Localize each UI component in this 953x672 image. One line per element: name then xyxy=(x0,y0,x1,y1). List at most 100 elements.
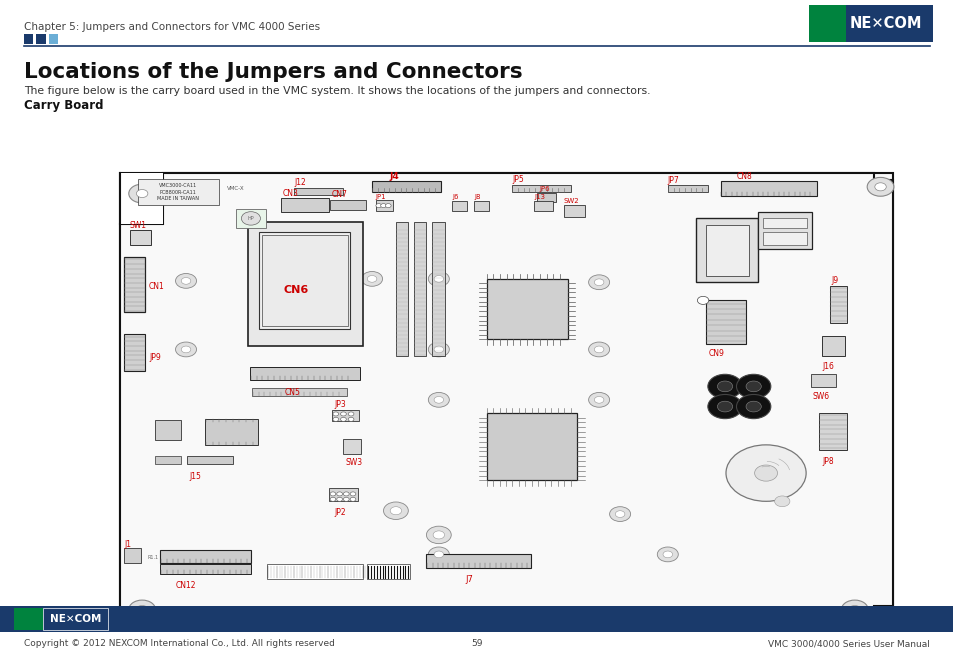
Circle shape xyxy=(336,492,342,496)
Bar xyxy=(187,456,233,464)
Bar xyxy=(810,374,835,387)
Text: 59: 59 xyxy=(471,639,482,648)
Circle shape xyxy=(736,374,770,398)
Text: Carry Board: Carry Board xyxy=(24,99,103,112)
Bar xyxy=(267,564,362,579)
Bar xyxy=(330,200,366,210)
Text: The figure below is the carry board used in the VMC system. It shows the locatio: The figure below is the carry board used… xyxy=(24,87,650,96)
Circle shape xyxy=(181,346,191,353)
Text: CN5: CN5 xyxy=(285,388,300,396)
Circle shape xyxy=(774,496,789,507)
Bar xyxy=(762,232,806,245)
Bar xyxy=(43,608,108,630)
Text: SW6: SW6 xyxy=(812,392,829,401)
Circle shape xyxy=(375,204,381,208)
Circle shape xyxy=(717,401,732,412)
Circle shape xyxy=(241,212,260,225)
Circle shape xyxy=(588,392,609,407)
Bar xyxy=(14,608,43,630)
Text: VMC3000-CA11
PCB800R-CA11
MADE IN TAIWAN: VMC3000-CA11 PCB800R-CA11 MADE IN TAIWAN xyxy=(157,183,199,201)
Circle shape xyxy=(348,417,354,421)
Text: NE✕COM: NE✕COM xyxy=(849,16,922,31)
Text: R1.1: R1.1 xyxy=(148,555,159,560)
Circle shape xyxy=(662,551,672,558)
Bar xyxy=(821,336,844,356)
Text: SW3: SW3 xyxy=(345,458,362,467)
Circle shape xyxy=(428,547,449,562)
Bar xyxy=(124,548,141,563)
Text: J6: J6 xyxy=(452,194,458,200)
Circle shape xyxy=(841,600,867,619)
Bar xyxy=(294,188,343,195)
Circle shape xyxy=(434,276,443,282)
Bar xyxy=(24,34,33,44)
Text: J1: J1 xyxy=(124,540,131,549)
Bar xyxy=(160,550,251,563)
Bar xyxy=(138,179,219,205)
Text: CN3: CN3 xyxy=(282,189,298,198)
Circle shape xyxy=(697,296,708,304)
Text: JP5: JP5 xyxy=(512,175,523,184)
Circle shape xyxy=(385,204,391,208)
Bar xyxy=(537,193,556,202)
Bar xyxy=(130,230,151,245)
Text: Copyright © 2012 NEXCOM International Co., Ltd. All rights reserved: Copyright © 2012 NEXCOM International Co… xyxy=(24,639,335,648)
Circle shape xyxy=(588,342,609,357)
Circle shape xyxy=(874,183,885,191)
Bar xyxy=(49,34,58,44)
Bar xyxy=(281,198,329,212)
Bar xyxy=(534,201,553,211)
Bar xyxy=(124,257,145,312)
Circle shape xyxy=(594,346,603,353)
Bar xyxy=(329,488,357,501)
Circle shape xyxy=(333,412,338,416)
Bar xyxy=(235,209,266,228)
Bar xyxy=(262,235,348,326)
Circle shape xyxy=(367,276,376,282)
Text: JP6: JP6 xyxy=(538,186,549,192)
Circle shape xyxy=(350,497,355,501)
Circle shape xyxy=(707,374,741,398)
Bar xyxy=(343,439,360,454)
Circle shape xyxy=(428,271,449,286)
Circle shape xyxy=(330,497,335,501)
Bar xyxy=(43,608,108,630)
Bar xyxy=(375,200,393,211)
Circle shape xyxy=(343,497,349,501)
Bar xyxy=(120,173,892,626)
Circle shape xyxy=(707,394,741,419)
Circle shape xyxy=(594,279,603,286)
Circle shape xyxy=(136,605,148,614)
Bar xyxy=(395,222,408,356)
Circle shape xyxy=(175,274,196,288)
Circle shape xyxy=(330,492,335,496)
Bar xyxy=(120,173,163,224)
Circle shape xyxy=(428,392,449,407)
Circle shape xyxy=(343,492,349,496)
Text: SW1: SW1 xyxy=(130,221,147,230)
Bar xyxy=(0,606,953,632)
Bar xyxy=(829,286,846,323)
Circle shape xyxy=(428,342,449,357)
Circle shape xyxy=(426,526,451,544)
Text: JP7: JP7 xyxy=(667,176,679,185)
Text: JP2: JP2 xyxy=(334,508,345,517)
Circle shape xyxy=(657,547,678,562)
Text: J7: J7 xyxy=(465,575,473,584)
Circle shape xyxy=(340,412,346,416)
Circle shape xyxy=(736,394,770,419)
Circle shape xyxy=(588,275,609,290)
Bar xyxy=(372,181,440,192)
Bar xyxy=(762,218,806,228)
Bar xyxy=(154,420,181,440)
Bar xyxy=(758,212,811,249)
Circle shape xyxy=(725,445,805,501)
Bar xyxy=(845,5,932,42)
Bar xyxy=(332,410,358,421)
Bar xyxy=(486,279,567,339)
Bar xyxy=(154,456,181,464)
Text: CN9: CN9 xyxy=(708,349,724,358)
Circle shape xyxy=(717,381,732,392)
Circle shape xyxy=(745,381,760,392)
Text: VMC-X: VMC-X xyxy=(227,185,244,191)
